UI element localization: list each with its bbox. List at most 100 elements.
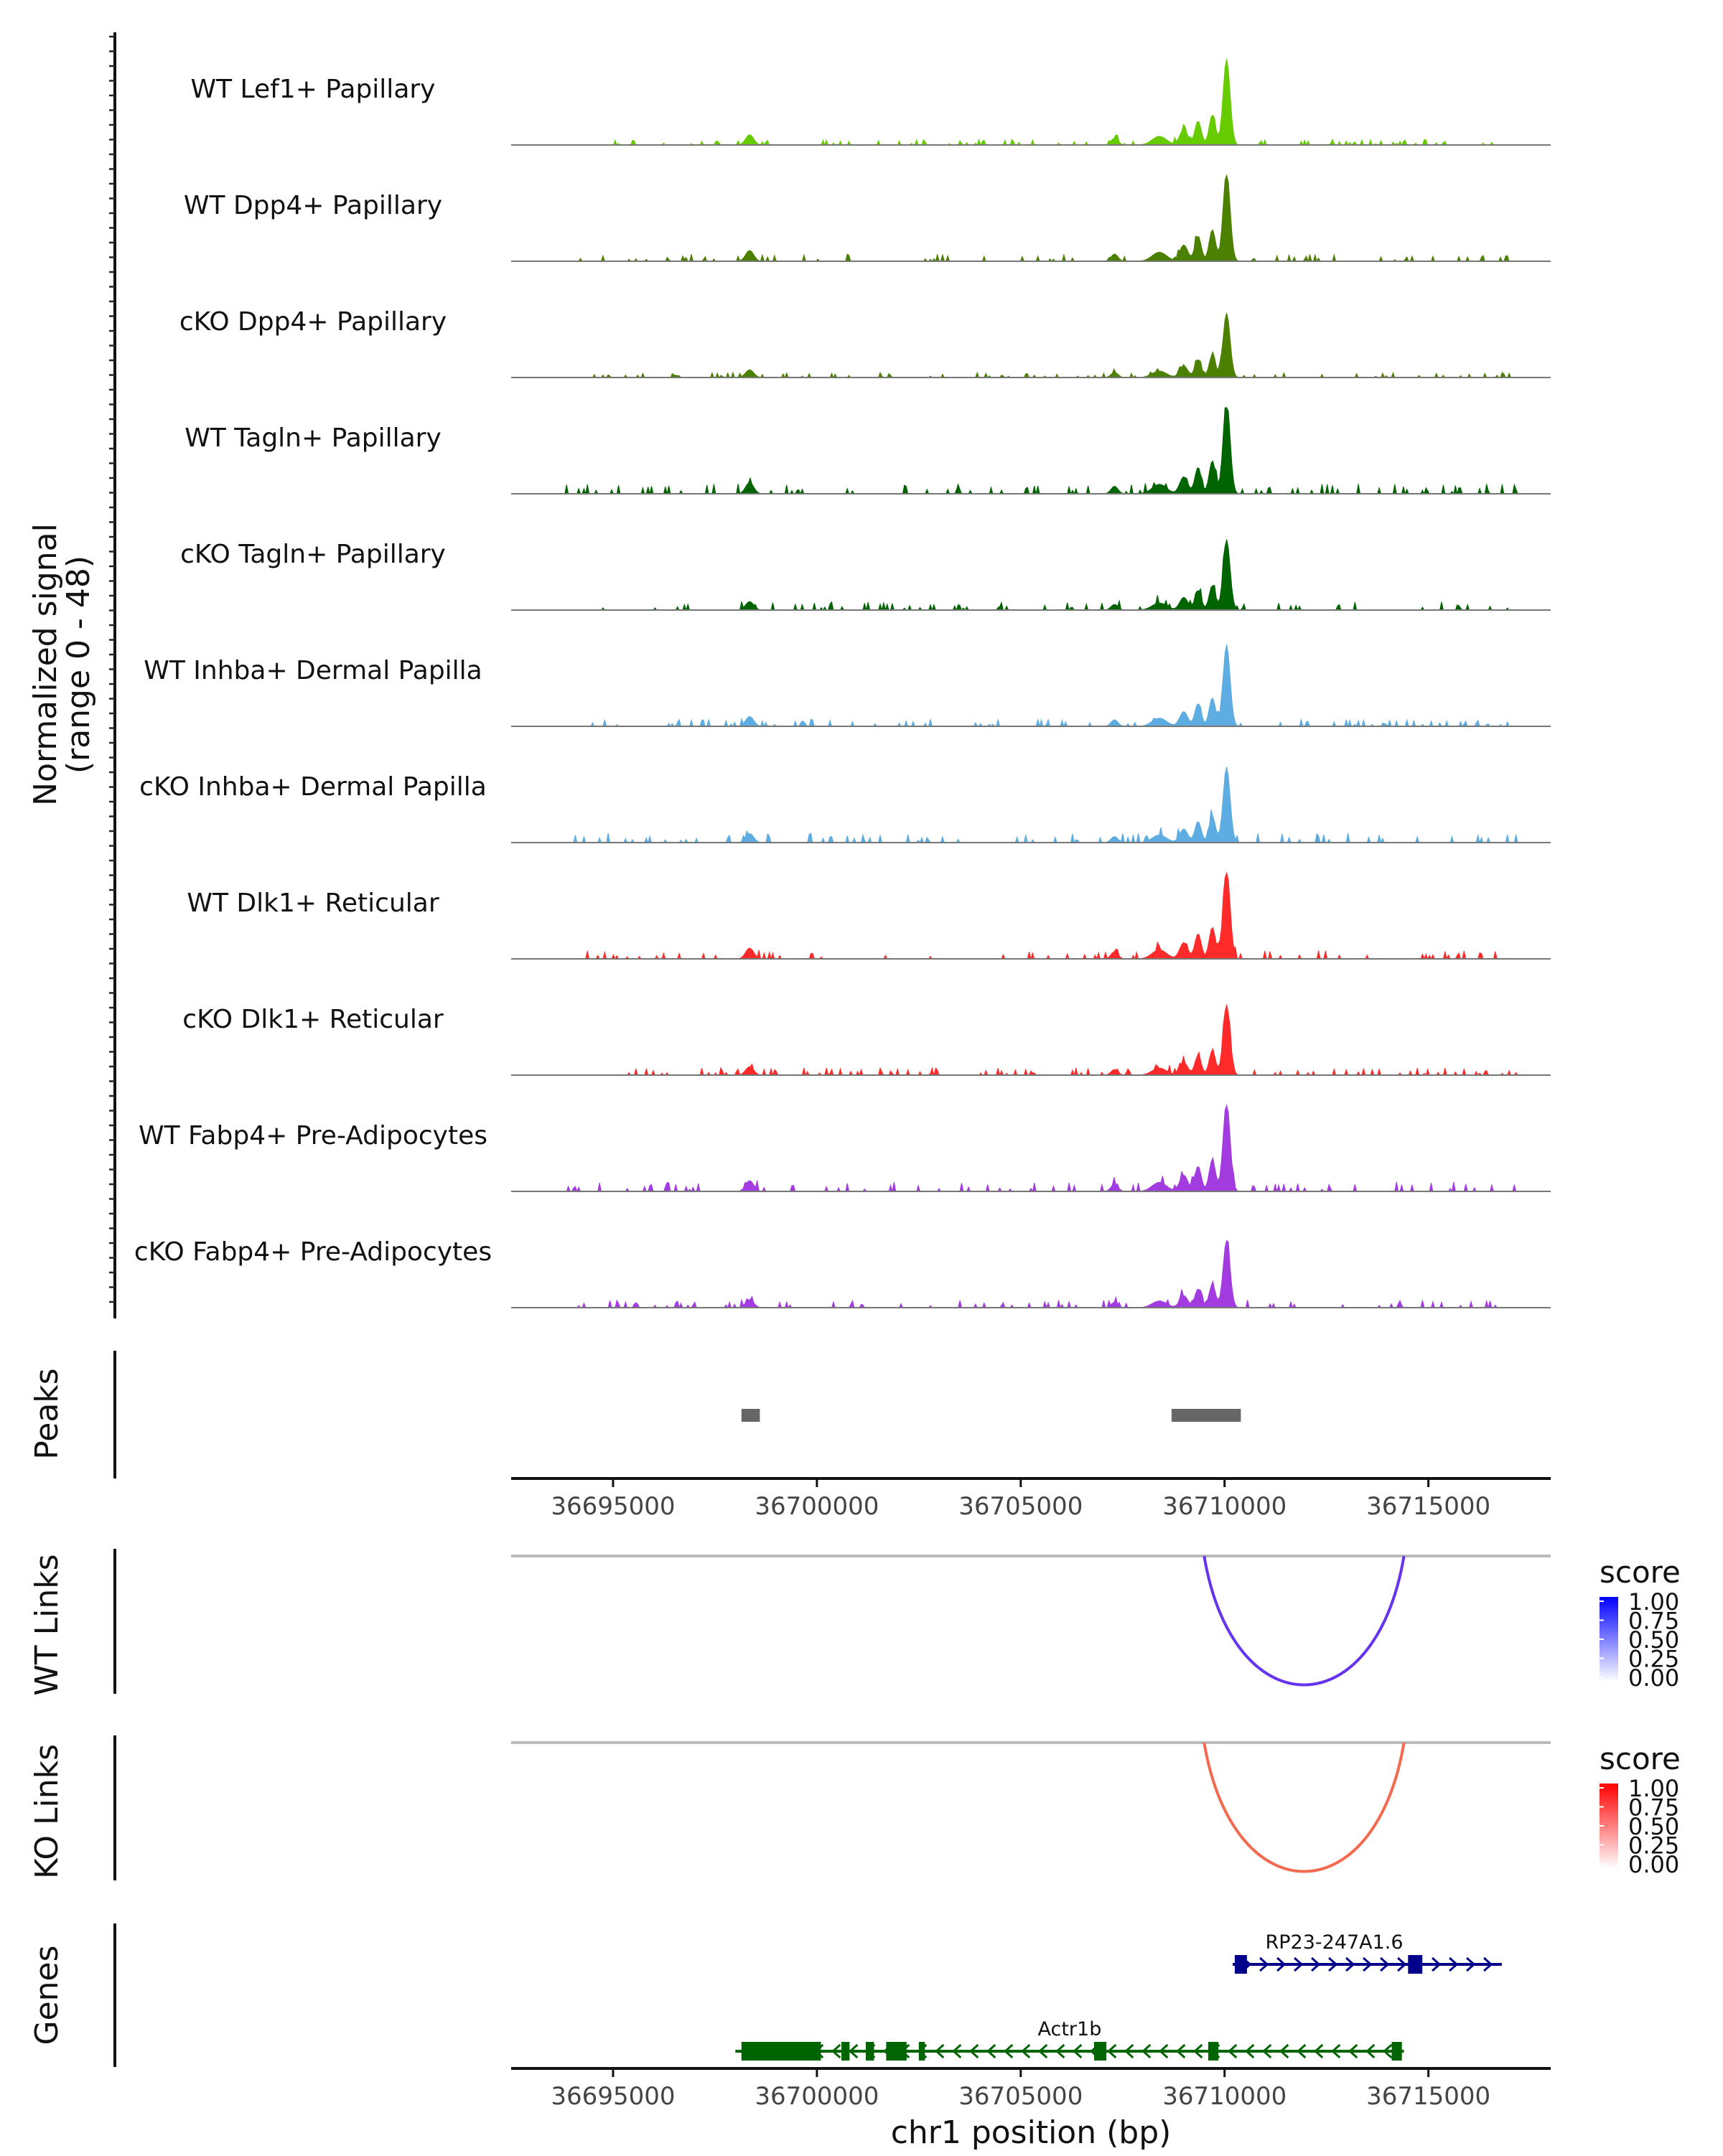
gene-2-strand-arrow-23 (1124, 2043, 1134, 2059)
ko-links-arc-1 (1203, 1742, 1406, 1873)
wt-links-label: WT Links (29, 1554, 65, 1695)
ko-links-legend-title: score (1600, 1741, 1681, 1776)
gene-2-exon-8 (1391, 2042, 1402, 2061)
gene-1-strand-arrow-10 (1397, 1956, 1407, 1972)
gene-1-name: RP23-247A1.6 (1265, 1931, 1403, 1954)
track-label-3: cKO Dpp4+ Papillary (179, 307, 447, 337)
gene-1-strand-arrow-6 (1328, 1956, 1338, 1972)
gene-2-strand-arrow-7 (849, 2043, 859, 2059)
track-label-2: WT Dpp4+ Papillary (184, 191, 442, 220)
gene-2-strand-arrow-36 (1348, 2043, 1358, 2059)
wt-links-legend-tick-label-2: 0.75 (1628, 1608, 1679, 1635)
gene-1-strand-arrow-3 (1276, 1956, 1287, 1972)
upper-x-axis-tick-label-4: 36710000 (1162, 1492, 1287, 1521)
ko-links-legend-tick-label-5: 0.00 (1628, 1851, 1679, 1878)
coverage-area-track-10 (564, 1104, 1518, 1193)
coverage-area-track-11 (564, 1239, 1518, 1309)
x-axis-title: chr1 position (bp) (891, 2114, 1172, 2151)
upper-x-axis-tick-label-1: 36695000 (551, 1492, 675, 1521)
coverage-area-track-7 (564, 767, 1518, 844)
gene-2-strand-arrow-14 (969, 2043, 979, 2059)
gene-2-strand-arrow-19 (1055, 2043, 1065, 2059)
wt-links-legend-tick-label-4: 0.25 (1628, 1646, 1679, 1673)
ko-links-legend-tick-label-4: 0.25 (1628, 1832, 1679, 1860)
gene-2-exon-2 (841, 2042, 850, 2061)
gene-1-exon-1 (1234, 1955, 1247, 1974)
gene-2-strand-arrow-13 (952, 2043, 962, 2059)
gene-2-strand-arrow-38 (1383, 2043, 1393, 2059)
gene-2-strand-arrow-25 (1159, 2043, 1169, 2059)
gene-2-exon-6 (1094, 2042, 1106, 2061)
gene-2-strand-arrow-26 (1176, 2043, 1186, 2059)
coverage-ylabel-line2: (range 0 - 48) (60, 556, 97, 774)
lower-x-axis-tick-label-4: 36710000 (1162, 2082, 1287, 2111)
gene-2-exon-5 (918, 2042, 925, 2061)
gene-2-exon-4 (886, 2042, 907, 2061)
wt-links-legend-tick-label-3: 0.50 (1628, 1626, 1679, 1654)
lower-x-axis-tick-label-1: 36695000 (551, 2082, 675, 2111)
genes-panel: Genes RP23-247A1.6 Actr1b (29, 1923, 1502, 2067)
gene-2-strand-arrow-35 (1331, 2043, 1341, 2059)
track-label-5: cKO Tagln+ Papillary (180, 540, 446, 569)
gene-2-strand-arrow-24 (1141, 2043, 1152, 2059)
peak-2 (1171, 1409, 1241, 1422)
wt-links-legend-tick-label-5: 0.00 (1628, 1664, 1679, 1692)
lower-x-axis-tick-label-2: 36700000 (755, 2082, 879, 2111)
gene-1-strand-arrow-13 (1449, 1956, 1459, 1972)
gene-2-strand-arrow-29 (1228, 2043, 1238, 2059)
gene-2-strand-arrow-32 (1279, 2043, 1289, 2059)
gene-1-strand-arrow-9 (1380, 1956, 1390, 1972)
ko-links-legend-tick-label-1: 1.00 (1628, 1775, 1679, 1802)
coverage-area-track-2 (564, 174, 1518, 263)
gene-2-strand-arrow-31 (1262, 2043, 1272, 2059)
gene-2-strand-arrow-12 (935, 2043, 945, 2059)
coverage-area-track-1 (564, 59, 1518, 146)
track-label-7: cKO Inhba+ Dermal Papilla (139, 772, 487, 802)
gene-1-strand-arrow-5 (1311, 1956, 1321, 1972)
lower-x-axis: 36695000 36700000 36705000 36710000 36715000… (511, 2067, 1551, 2151)
gene-2-strand-arrow-22 (1107, 2043, 1117, 2059)
gene-2-strand-arrow-15 (986, 2043, 996, 2059)
peaks-panel: Peaks (29, 1351, 1241, 1478)
gene-2-strand-arrow-33 (1297, 2043, 1307, 2059)
gene-1-strand-arrow-7 (1345, 1956, 1355, 1972)
coverage-panel: Normalized signal(range 0 - 48) WT Lef1+ … (27, 32, 1551, 1318)
gene-2-strand-arrow-16 (1004, 2043, 1014, 2059)
wt-links-legend-tick-label-1: 1.00 (1628, 1588, 1679, 1616)
gene-1-exon-2 (1408, 1955, 1423, 1974)
track-label-10: WT Fabp4+ Pre-Adipocytes (139, 1121, 487, 1150)
coverage-area-track-9 (564, 1004, 1518, 1077)
coverage-area-track-4 (564, 407, 1518, 495)
gene-2-strand-arrow-27 (1193, 2043, 1203, 2059)
gene-1-strand-arrow-8 (1363, 1956, 1373, 1972)
track-label-6: WT Inhba+ Dermal Papilla (144, 656, 482, 685)
gene-1-strand-arrow-2 (1259, 1956, 1269, 1972)
lower-x-axis-tick-label-5: 36715000 (1366, 2082, 1490, 2111)
ko-links-label: KO Links (29, 1744, 65, 1879)
peaks-label: Peaks (29, 1368, 65, 1459)
ko-links-legend-tick-label-2: 0.75 (1628, 1794, 1679, 1822)
gene-2-exon-1 (741, 2042, 821, 2061)
gene-1-strand-arrow-14 (1466, 1956, 1476, 1972)
track-label-9: cKO Dlk1+ Reticular (182, 1005, 444, 1034)
ko-links-legend-tick-label-3: 0.50 (1628, 1813, 1679, 1840)
gene-2-strand-arrow-20 (1073, 2043, 1083, 2059)
coverage-area-track-5 (564, 539, 1518, 611)
gene-2-exon-3 (866, 2042, 874, 2061)
gene-2-strand-arrow-18 (1038, 2043, 1048, 2059)
wt-links-legend-title: score (1600, 1555, 1681, 1590)
coverage-area-track-6 (564, 644, 1518, 728)
gene-1-strand-arrow-15 (1483, 1956, 1493, 1972)
gene-2-strand-arrow-17 (1021, 2043, 1031, 2059)
upper-x-axis-tick-label-3: 36705000 (958, 1492, 1083, 1521)
coverage-area-track-8 (564, 871, 1518, 960)
upper-x-axis-tick-label-5: 36715000 (1366, 1492, 1490, 1521)
gene-2-strand-arrow-6 (831, 2043, 841, 2059)
gene-1-strand-arrow-12 (1432, 1956, 1442, 1972)
upper-x-axis-tick-label-2: 36700000 (755, 1492, 879, 1521)
upper-x-axis: 36695000 36700000 36705000 36710000 36715000 (511, 1477, 1551, 1521)
lower-x-axis-tick-label-3: 36705000 (958, 2082, 1083, 2111)
